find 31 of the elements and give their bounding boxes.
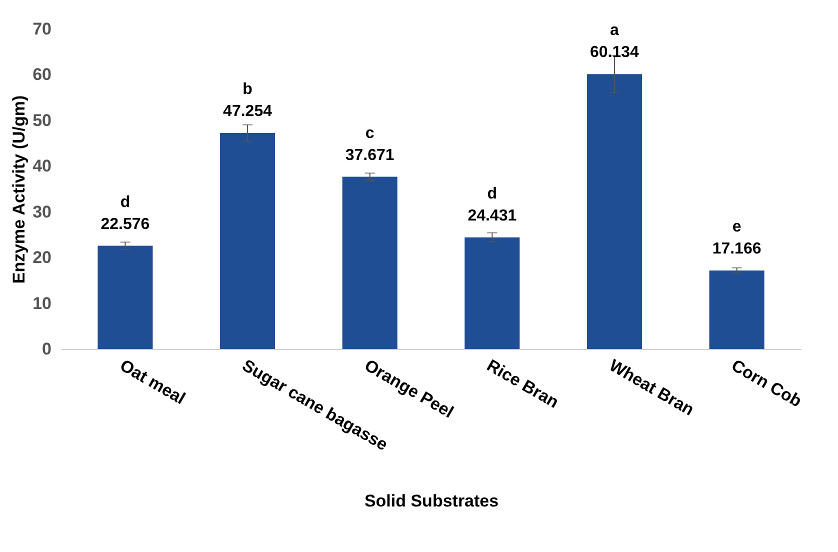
bar bbox=[220, 132, 276, 349]
data-label: 17.166 bbox=[712, 240, 762, 258]
y-axis-title: Enzyme Activity (U/gm) bbox=[10, 95, 29, 284]
y-tick-label: 60 bbox=[32, 65, 52, 84]
bar bbox=[464, 237, 520, 349]
y-tick-label: 50 bbox=[32, 110, 52, 130]
x-tick-label: Oat meal bbox=[116, 356, 188, 408]
x-axis-title: Solid Substrates bbox=[364, 492, 499, 511]
data-label: 47.254 bbox=[223, 102, 272, 120]
bar bbox=[342, 176, 398, 349]
y-tick-label: 0 bbox=[42, 340, 52, 358]
data-label: 37.671 bbox=[345, 146, 394, 164]
y-tick-label: 40 bbox=[32, 156, 52, 176]
data-label: 22.576 bbox=[100, 216, 150, 233]
y-tick-label: 30 bbox=[32, 202, 52, 222]
data-label: 24.431 bbox=[468, 207, 517, 224]
bar bbox=[586, 74, 642, 349]
y-tick-label: 20 bbox=[32, 248, 52, 268]
x-tick-label: Rice Bran bbox=[484, 356, 562, 412]
data-label: 60.134 bbox=[590, 44, 640, 62]
annotation: d bbox=[120, 194, 130, 211]
annotation: a bbox=[610, 22, 620, 40]
bar bbox=[98, 246, 153, 349]
annotation: e bbox=[732, 218, 742, 236]
annotation: d bbox=[487, 185, 498, 202]
x-tick-label: Corn Cob bbox=[728, 356, 805, 411]
y-tick-label: 10 bbox=[32, 294, 52, 313]
annotation: b bbox=[242, 80, 253, 98]
bar bbox=[709, 270, 764, 349]
y-tick-label: 70 bbox=[32, 20, 52, 38]
annotation: c bbox=[365, 124, 374, 142]
